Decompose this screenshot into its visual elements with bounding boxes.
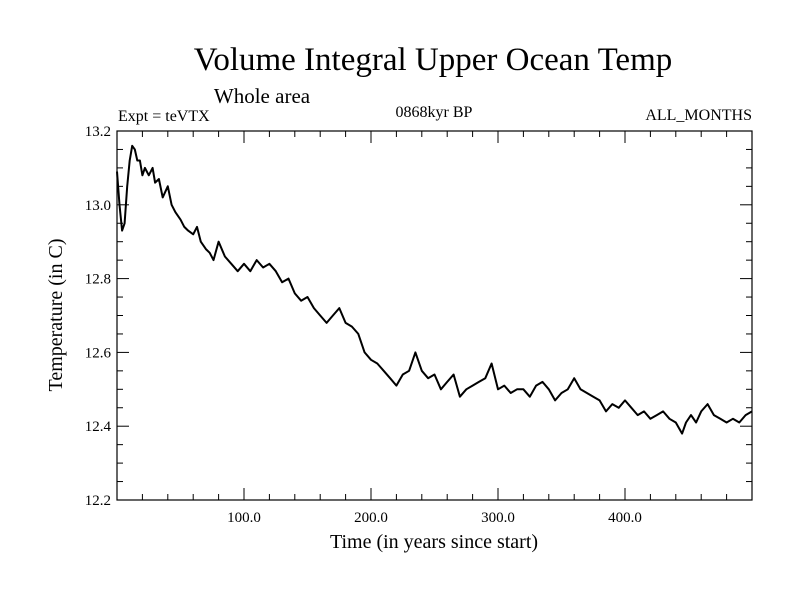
chart-subtitle: Whole area: [214, 84, 311, 108]
series-line: [116, 144, 753, 435]
axis-tick-labels: 100.0 200.0 300.0 400.0 12.2 12.4 12.6 12.8 13.0…: [85, 124, 642, 526]
x-tick-label: 200.0: [354, 510, 388, 526]
y-tick-label: 12.6: [85, 345, 112, 361]
x-tick-label: 400.0: [608, 510, 642, 526]
period-label: 0868kyr BP: [396, 104, 473, 121]
y-tick-label: 12.8: [85, 272, 111, 288]
y-tick-label: 12.4: [85, 419, 112, 435]
y-tick-label: 12.2: [85, 493, 111, 509]
y-axis-label: Temperature (in C): [45, 239, 67, 392]
plot-frame: [116, 130, 753, 501]
months-label: ALL_MONTHS: [645, 107, 752, 124]
y-tick-label: 13.2: [85, 124, 111, 140]
experiment-label: Expt = teVTX: [118, 108, 210, 125]
x-axis-label: Time (in years since start): [330, 531, 538, 553]
axis-ticks: [117, 131, 752, 500]
chart-title: Volume Integral Upper Ocean Temp: [194, 42, 672, 78]
x-tick-label: 100.0: [227, 510, 261, 526]
x-tick-label: 300.0: [481, 510, 515, 526]
y-tick-label: 13.0: [85, 198, 111, 214]
